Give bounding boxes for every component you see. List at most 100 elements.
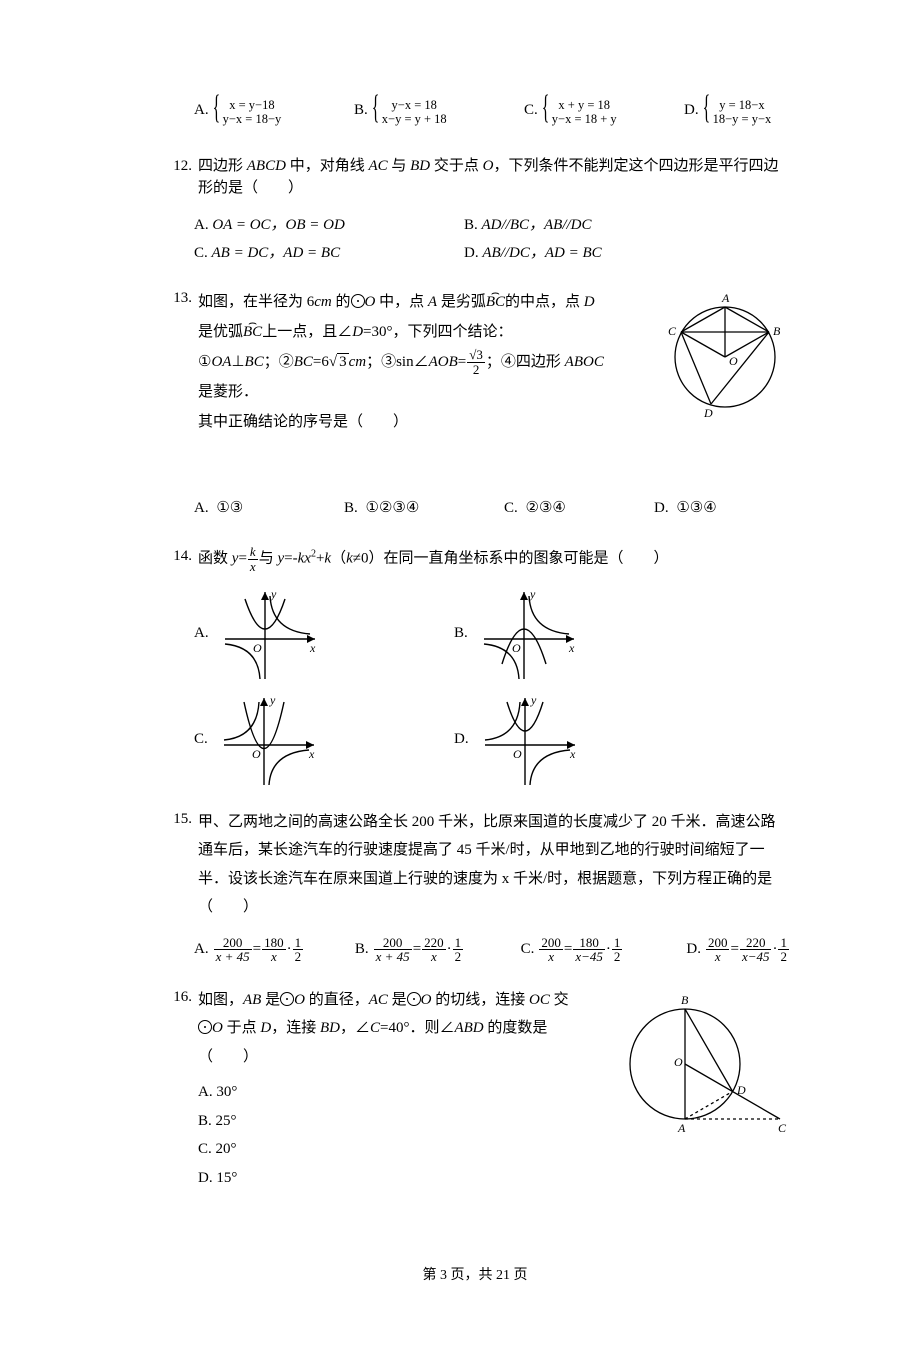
opt-label: D. (686, 938, 701, 961)
eq2: =- (284, 551, 297, 567)
lo: O (253, 641, 262, 655)
x: x (248, 560, 258, 574)
q14-num: 14. (160, 545, 198, 568)
n: 1 (612, 936, 623, 951)
O: O (365, 294, 376, 310)
c2: ；② (264, 354, 294, 370)
q14-graph-d: x y O (475, 690, 585, 790)
q14-optA[interactable]: A. x y O (194, 584, 454, 684)
BC2: BC (294, 354, 313, 370)
q11-optB[interactable]: B. y−x = 18 x−y = y + 18 (354, 94, 524, 127)
paren: （ (331, 551, 346, 567)
eq-top: y−x = 18 (382, 98, 447, 112)
ly: y (269, 693, 276, 707)
q13-optC[interactable]: C. ②③④ (504, 497, 654, 520)
t: 中，点 (375, 294, 428, 310)
opt-label: D. (654, 497, 669, 520)
eq: = (730, 938, 738, 961)
eq: = (413, 938, 421, 961)
q12-optB[interactable]: B. AD//BC，AB//DC (464, 214, 734, 237)
o: O (483, 158, 494, 174)
sqrt3: √3 (329, 347, 349, 377)
q14-graph-b: x y O (474, 584, 584, 684)
d: x (422, 950, 446, 964)
t: 上一点，且∠ (262, 324, 352, 340)
q16-num: 16. (160, 986, 198, 1009)
q12-optA[interactable]: A. OA = OC，OB = OD (194, 214, 464, 237)
frac-r: 180x−45 (572, 936, 606, 964)
frac-half: 12 (777, 936, 790, 964)
cm: cm (314, 294, 332, 310)
ly: y (529, 587, 536, 601)
t: 与 (388, 158, 411, 174)
BC: BC (245, 354, 264, 370)
n: 1 (453, 936, 464, 951)
q12-optD[interactable]: D. AB//DC，AD = BC (464, 242, 734, 265)
n: 200 (374, 936, 412, 951)
q14-text: 函数 y=kx与 y=-kx2+k（k≠0）在同一直角坐标系中的图象可能是（ ） (198, 545, 790, 573)
q14-optD[interactable]: D. x y O (454, 690, 714, 790)
t: 的 (332, 294, 351, 310)
c3: ；③sin∠ (366, 354, 429, 370)
t: 是 (388, 992, 407, 1008)
frac-half: 12 (611, 936, 624, 964)
opt-text: 30° (216, 1084, 237, 1100)
q16-optD[interactable]: D. 15° (198, 1167, 790, 1190)
AB: AB (243, 992, 261, 1008)
n: 200 (706, 936, 730, 951)
q14-optB[interactable]: B. x y O (454, 584, 714, 684)
q13-optD[interactable]: D. ①③④ (654, 497, 717, 520)
q15-optB[interactable]: B. 200x + 45 = 220x · 12 (355, 936, 521, 964)
circle-o-icon (198, 1020, 212, 1034)
d: 2 (453, 950, 464, 964)
opt-label: A. (194, 622, 209, 645)
d: x + 45 (214, 950, 252, 964)
x2: x (304, 551, 311, 567)
n: 200 (214, 936, 252, 951)
q14-optC[interactable]: C. x y O (194, 690, 454, 790)
frac-r: 180x (261, 936, 287, 964)
q15-optA[interactable]: A. 200x + 45 = 180x · 12 (194, 936, 355, 964)
opt-label: C. (194, 242, 208, 265)
opt-label: C. (198, 1141, 212, 1157)
d: 2 (612, 950, 623, 964)
d: 2 (293, 950, 304, 964)
eq: = (238, 551, 246, 567)
frac-l: 200x (538, 936, 564, 964)
q12-optC[interactable]: C. AB = DC，AD = BC (194, 242, 464, 265)
lx: x (309, 641, 316, 655)
ac: AC (368, 158, 387, 174)
t: ，∠ (340, 1020, 370, 1036)
t: 如图，在半径为 6 (198, 294, 314, 310)
eq-bot: y−x = 18 + y (552, 112, 617, 126)
q15-optD[interactable]: D. 200x = 220x−45 · 12 (686, 936, 790, 964)
q14-graph-c: x y O (214, 690, 324, 790)
D: D (584, 294, 595, 310)
D2: D (352, 324, 363, 340)
q15-optC[interactable]: C. 200x = 180x−45 · 12 (521, 936, 687, 964)
q13-figure: A B C D O (660, 287, 790, 425)
frac-sqrt3-2: √32 (466, 348, 486, 376)
opt-label: A. (194, 99, 209, 122)
frac-kx: kx (247, 545, 259, 573)
d: x−45 (740, 950, 772, 964)
lx: x (308, 747, 315, 761)
q16-body: B O A C D 如图，AB 是O 的直径，AC 是O 的切线，连接 OC 交… (198, 986, 790, 1196)
D: D (260, 1020, 271, 1036)
arc-bc: BC (243, 317, 262, 347)
den: 2 (467, 363, 485, 377)
opt-text: ①③④ (676, 497, 716, 520)
q13-options: A. ①③ B. ①②③④ C. ②③④ D. ①③④ (194, 497, 790, 520)
opt-label: B. (464, 214, 478, 237)
q13-optB[interactable]: B. ①②③④ (344, 497, 504, 520)
opt-text: 15° (216, 1170, 237, 1186)
q13-optA[interactable]: A. ①③ (194, 497, 344, 520)
OC: OC (529, 992, 550, 1008)
q11-optD[interactable]: D. y = 18−x 18−y = y−x (684, 94, 771, 127)
q11-optA[interactable]: A. x = y−18 y−x = 18−y (194, 94, 354, 127)
t: 中，对角线 (286, 158, 369, 174)
q15-text: 甲、乙两地之间的高速公路全长 200 千米，比原来国道的长度减少了 20 千米．… (198, 808, 790, 922)
lo: O (513, 747, 522, 761)
opt-label: B. (344, 497, 358, 520)
q11-optC[interactable]: C. x + y = 18 y−x = 18 + y (524, 94, 684, 127)
